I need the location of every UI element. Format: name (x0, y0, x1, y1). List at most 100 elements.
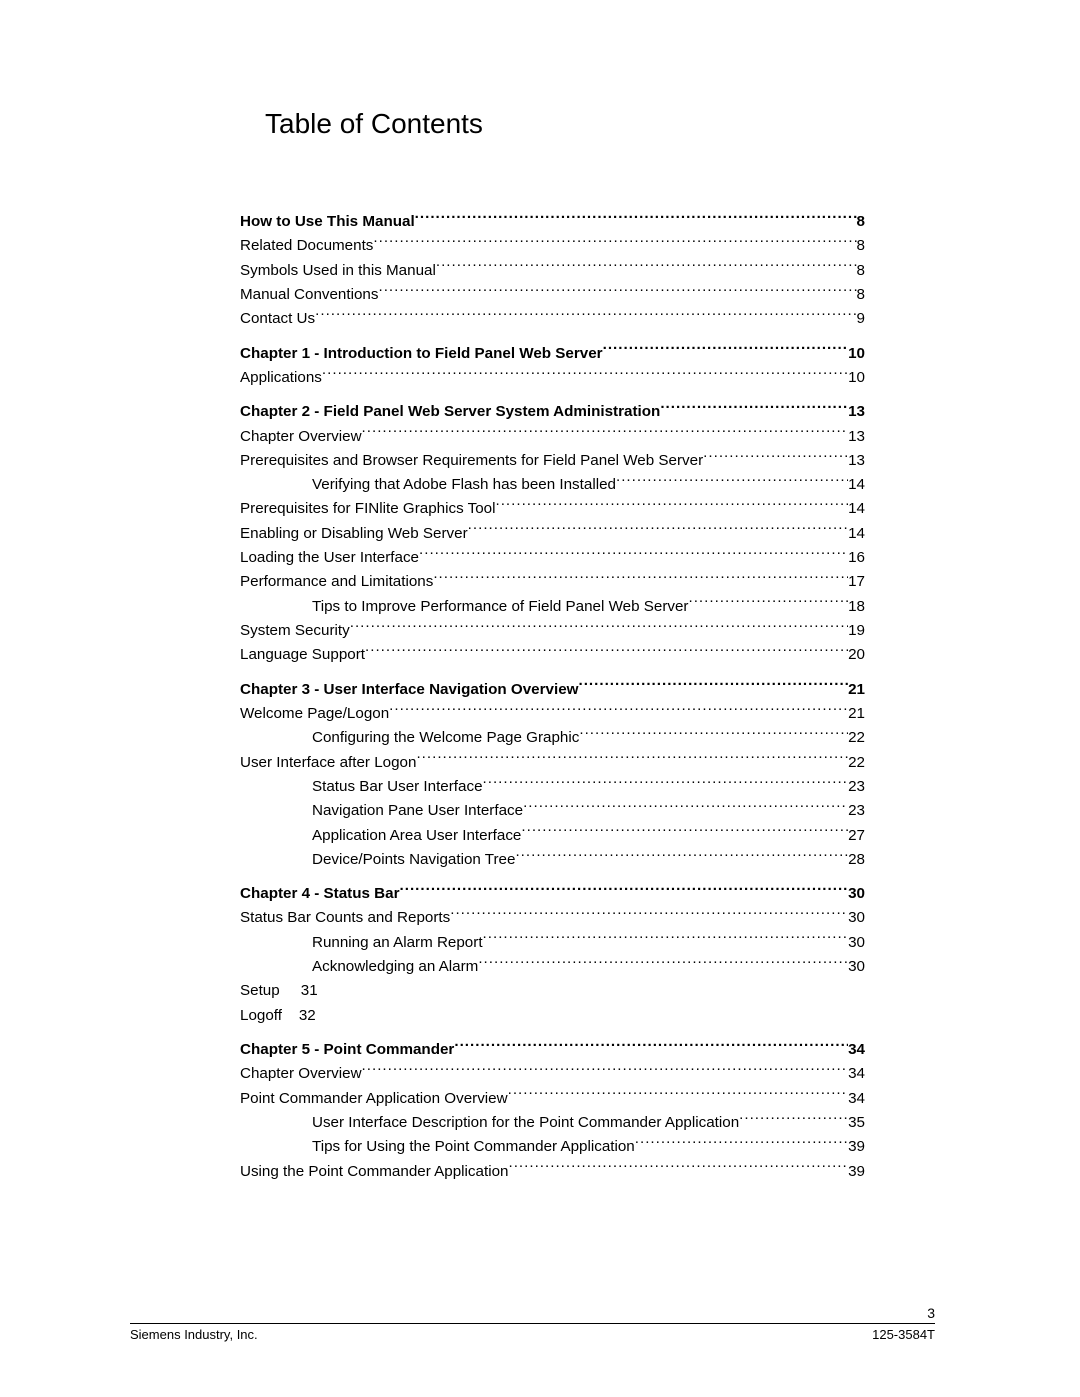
toc-entry-label: Setup 31 (240, 979, 318, 1003)
toc-leader-dots (454, 1039, 848, 1054)
toc-entry: Manual Conventions 8 (240, 283, 865, 307)
toc-entry-page: 34 (848, 1087, 865, 1111)
toc-entry-label: Running an Alarm Report (240, 931, 483, 955)
toc-entry: Navigation Pane User Interface 23 (240, 799, 865, 823)
toc-entry: Application Area User Interface 27 (240, 824, 865, 848)
toc-entry: Chapter Overview 34 (240, 1062, 865, 1086)
toc-leader-dots (688, 596, 848, 611)
toc-leader-dots (415, 211, 857, 226)
toc-leader-dots (419, 547, 848, 562)
toc-leader-dots (400, 883, 849, 898)
toc-entry: Status Bar Counts and Reports30 (240, 906, 865, 930)
toc-leader-dots (483, 776, 849, 791)
toc-entry: Setup 31 (240, 979, 865, 1003)
toc-entry: Contact Us 9 (240, 307, 865, 331)
toc-leader-dots (508, 1087, 849, 1102)
toc-entry-label: Related Documents (240, 234, 373, 258)
toc-entry-label: Performance and Limitations (240, 570, 433, 594)
toc-entry-page: 18 (848, 595, 865, 619)
toc-entry-page: 30 (848, 955, 865, 979)
footer-doc-number: 125-3584T (872, 1327, 935, 1342)
toc-entry: Chapter 1 - Introduction to Field Panel … (240, 342, 865, 366)
toc-entry: Related Documents 8 (240, 234, 865, 258)
toc-entry-page: 23 (848, 775, 865, 799)
toc-entry-label: Loading the User Interface (240, 546, 419, 570)
toc-entry-label: Application Area User Interface (240, 824, 521, 848)
toc-entry-page: 8 (857, 210, 865, 234)
toc-entry-label: Verifying that Adobe Flash has been Inst… (240, 473, 616, 497)
toc-entry-page: 34 (848, 1038, 865, 1062)
toc-leader-dots (616, 474, 848, 489)
toc-entry: User Interface after Logon22 (240, 751, 865, 775)
toc-entry-label: Chapter 1 - Introduction to Field Panel … (240, 342, 603, 366)
toc-leader-dots (515, 849, 848, 864)
toc-entry-page: 27 (848, 824, 865, 848)
footer-rule (130, 1323, 935, 1324)
toc-entry-page: 21 (848, 678, 865, 702)
toc-entry: Acknowledging an Alarm 30 (240, 955, 865, 979)
toc-entry: Verifying that Adobe Flash has been Inst… (240, 473, 865, 497)
toc-leader-dots (389, 703, 848, 718)
toc-entry: Configuring the Welcome Page Graphic22 (240, 726, 865, 750)
toc-entry-label: Navigation Pane User Interface (240, 799, 523, 823)
toc-entry: Device/Points Navigation Tree28 (240, 848, 865, 872)
toc-entry-page: 19 (848, 619, 865, 643)
toc-entry-page: 14 (848, 522, 865, 546)
toc-entry: Using the Point Commander Application39 (240, 1160, 865, 1184)
toc-entry-label: Acknowledging an Alarm (240, 955, 478, 979)
toc-entry-page: 9 (857, 307, 865, 331)
toc-entry-label: Chapter 2 - Field Panel Web Server Syste… (240, 400, 660, 424)
toc-entry: Point Commander Application Overview 34 (240, 1087, 865, 1111)
page-footer: 3 Siemens Industry, Inc. 125-3584T (130, 1305, 935, 1342)
toc-entry-label: Chapter 5 - Point Commander (240, 1038, 454, 1062)
toc-entry-label: Symbols Used in this Manual (240, 259, 436, 283)
toc-leader-dots (478, 956, 848, 971)
footer-page-number: 3 (130, 1305, 935, 1321)
toc-entry-label: Logoff 32 (240, 1004, 316, 1028)
toc-entry-page: 35 (848, 1111, 865, 1135)
toc-leader-dots (703, 450, 848, 465)
toc-entry-page: 34 (848, 1062, 865, 1086)
toc-entry-label: Point Commander Application Overview (240, 1087, 508, 1111)
toc-entry: Running an Alarm Report 30 (240, 931, 865, 955)
toc-entry-label: User Interface Description for the Point… (240, 1111, 739, 1135)
toc-entry-label: Configuring the Welcome Page Graphic (240, 726, 579, 750)
toc-leader-dots (579, 727, 848, 742)
toc-entry-page: 30 (848, 931, 865, 955)
toc-leader-dots (350, 620, 848, 635)
toc-entry: Applications 10 (240, 366, 865, 390)
toc-entry: System Security19 (240, 619, 865, 643)
toc-entry-label: Chapter Overview (240, 1062, 362, 1086)
toc-entry-page: 16 (848, 546, 865, 570)
toc-leader-dots (660, 401, 848, 416)
toc-entry: Prerequisites for FINlite Graphics Tool1… (240, 497, 865, 521)
toc-entry-label: Manual Conventions (240, 283, 378, 307)
toc-leader-dots (521, 824, 848, 839)
toc-entry: Chapter 5 - Point Commander 34 (240, 1038, 865, 1062)
toc-entry: Logoff 32 (240, 1004, 865, 1028)
toc-leader-dots (523, 800, 848, 815)
toc-entry: Welcome Page/Logon 21 (240, 702, 865, 726)
toc-entry: Chapter 4 - Status Bar30 (240, 882, 865, 906)
toc-leader-dots (322, 367, 848, 382)
toc-entry-page: 21 (848, 702, 865, 726)
toc-entry-page: 14 (848, 473, 865, 497)
toc-entry-page: 8 (857, 234, 865, 258)
toc-leader-dots (433, 571, 848, 586)
toc-leader-dots (315, 308, 856, 323)
toc-entry: Enabling or Disabling Web Server 14 (240, 522, 865, 546)
page-title: Table of Contents (265, 108, 925, 140)
toc-entry-page: 39 (848, 1160, 865, 1184)
toc-entry-label: Contact Us (240, 307, 315, 331)
toc-entry-label: Language Support (240, 643, 365, 667)
toc-entry-label: Prerequisites and Browser Requirements f… (240, 449, 703, 473)
toc-entry-label: User Interface after Logon (240, 751, 416, 775)
toc-entry-label: Enabling or Disabling Web Server (240, 522, 468, 546)
toc-entry-page: 8 (857, 283, 865, 307)
toc-entry-page: 30 (848, 906, 865, 930)
toc-entry: Tips to Improve Performance of Field Pan… (240, 595, 865, 619)
toc-entry-page: 30 (848, 882, 865, 906)
toc-entry: Chapter Overview13 (240, 425, 865, 449)
toc-entry-page: 39 (848, 1135, 865, 1159)
toc-entry-page: 13 (848, 425, 865, 449)
